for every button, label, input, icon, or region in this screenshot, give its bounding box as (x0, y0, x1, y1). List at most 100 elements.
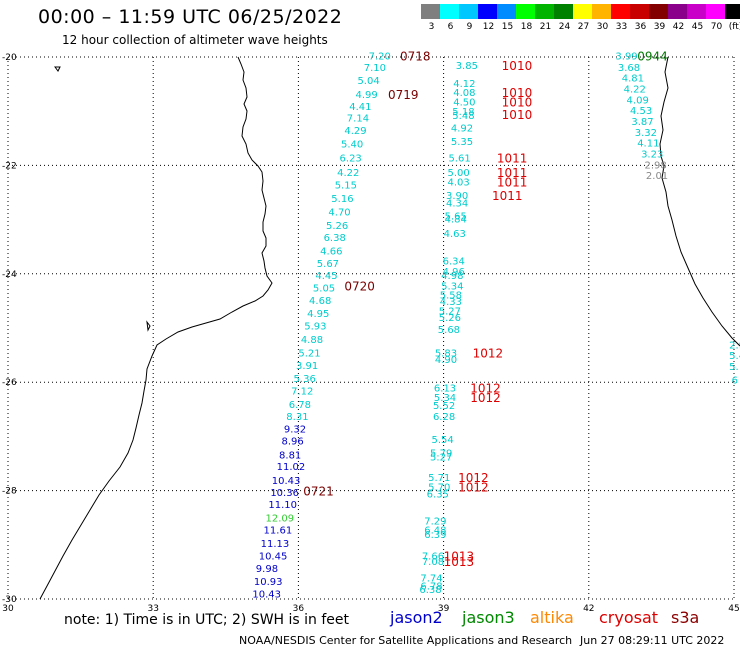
pass-time-label: 0718 (400, 49, 431, 63)
wave-height-label: 7.74 (420, 573, 442, 584)
lon-tick-label: 39 (438, 604, 450, 614)
pass-time-label: 1012 (458, 471, 489, 485)
wave-height-label: 4.50 (453, 97, 475, 108)
scale-swatch (497, 4, 516, 19)
generated-timestamp: Jun 27 08:29:11 UTC 2022 (580, 634, 725, 647)
scale-swatch (706, 4, 725, 19)
scale-swatch (535, 4, 554, 19)
wave-height-label: 2.9 (729, 340, 740, 351)
wave-height-label: 4.95 (307, 309, 329, 320)
wave-height-label: 4.45 (315, 271, 337, 282)
scale-swatch (668, 4, 687, 19)
coast-fragment (54, 66, 61, 72)
wave-height-label: 3.23 (641, 149, 663, 160)
pass-time-label: 1011 (492, 189, 523, 203)
credit-line: NOAA/NESDIS Center for Satellite Applica… (239, 634, 573, 647)
wave-height-label: 6.35 (427, 489, 449, 500)
wave-height-label: 6.23 (340, 153, 362, 164)
wave-height-label: 8.96 (281, 437, 303, 448)
wave-height-label: 3.91 (296, 361, 318, 372)
wave-height-label: 5.70 (428, 482, 450, 493)
lon-tick-label: 36 (293, 604, 305, 614)
wave-height-label: 6.38 (324, 233, 346, 244)
wave-height-label: 4.08 (453, 88, 475, 99)
wave-height-label: 4.92 (451, 123, 473, 134)
wave-height-label: 6.38 (419, 585, 441, 596)
wave-height-label: 6.78 (420, 581, 442, 592)
scale-swatch (421, 4, 440, 19)
wave-height-label: 4.53 (630, 106, 652, 117)
pass-time-label: 1012 (473, 346, 504, 360)
pass-time-label: 0720 (344, 280, 375, 294)
lat-tick-label: -22 (2, 161, 17, 171)
wave-height-label: 4.22 (624, 84, 646, 95)
wave-height-label: 4.11 (637, 139, 659, 150)
wave-height-label: 7.20 (369, 51, 391, 62)
lat-tick-label: -20 (2, 53, 17, 63)
wave-height-label: 4.81 (622, 74, 644, 85)
pass-time-label: 0944 (637, 49, 668, 63)
wave-height-label: 5.67 (317, 259, 339, 270)
lon-tick-label: 30 (2, 604, 14, 614)
wave-height-label: 11.61 (264, 526, 293, 537)
wave-height-label: 5.15 (335, 180, 357, 191)
scale-label: 24 (558, 22, 571, 32)
wave-height-label: 10.45 (259, 552, 288, 563)
scale-label: 70 (710, 22, 723, 32)
scale-label: 3 (428, 22, 435, 32)
legend-jason2: jason2 (390, 608, 443, 627)
legend-cryosat: cryosat (599, 608, 659, 627)
scale-swatch (611, 4, 630, 19)
wave-height-label: 5.4 (729, 351, 740, 362)
lat-tick-label: -30 (2, 595, 17, 605)
scale-swatch (687, 4, 706, 19)
wave-height-label: 4.34 (446, 198, 468, 209)
wave-height-label: 5.61 (448, 153, 470, 164)
scale-swatch (592, 4, 611, 19)
wave-height-label: 10.93 (254, 577, 283, 588)
wave-height-label: 8.81 (279, 450, 301, 461)
wave-height-label: 5.34 (441, 282, 463, 293)
wave-height-label: 7.08 (422, 557, 444, 568)
footer-note: note: 1) Time is in UTC; 2) SWH is in fe… (64, 612, 350, 628)
wave-height-label: 4.41 (349, 102, 371, 113)
wave-height-label: 5.48 (452, 111, 474, 122)
wave-height-label: 3.87 (631, 117, 653, 128)
wave-height-label: 5.83 (435, 348, 457, 359)
map-title: 00:00 – 11:59 UTC 06/25/2022 (38, 6, 343, 28)
scale-label: 33 (615, 22, 628, 32)
scale-label: 18 (520, 22, 533, 32)
legend-s3a: s3a (671, 608, 700, 627)
wave-height-label: 5.00 (447, 168, 469, 179)
scale-swatch (725, 4, 740, 19)
pass-time-label: 1012 (458, 480, 489, 494)
wave-height-label: 5.36 (294, 374, 316, 385)
wave-height-label: 4.96 (443, 267, 465, 278)
legend-altika: altika (530, 608, 574, 627)
coastline (39, 56, 740, 600)
lon-tick-label: 45 (728, 604, 739, 614)
wave-height-label: 9.98 (256, 564, 278, 575)
scale-swatch (440, 4, 459, 19)
scale-label: 12 (482, 22, 495, 32)
scale-swatch (573, 4, 592, 19)
scale-label: 42 (672, 22, 685, 32)
madagascar-coastline (659, 56, 740, 347)
wave-height-label: 4.84 (445, 215, 467, 226)
pass-time-label: 1013 (444, 550, 475, 564)
scale-label: 27 (577, 22, 590, 32)
lat-tick-label: -28 (2, 487, 17, 497)
wave-height-label: 8.31 (286, 412, 308, 423)
coast-fragment (146, 320, 151, 332)
wave-height-label: 5.68 (438, 325, 460, 336)
wave-height-label: 11.13 (261, 539, 290, 550)
wave-height-label: 5.34 (434, 393, 456, 404)
wave-height-label: 4.29 (344, 126, 366, 137)
scale-label: 6 (447, 22, 454, 32)
wave-height-label: 10.43 (252, 590, 281, 601)
scale-label: 15 (501, 22, 514, 32)
wave-height-label: 5.21 (298, 348, 320, 359)
wave-height-label: 7.29 (424, 516, 446, 527)
lat-tick-label: -24 (2, 270, 17, 280)
scale-label: 30 (596, 22, 609, 32)
